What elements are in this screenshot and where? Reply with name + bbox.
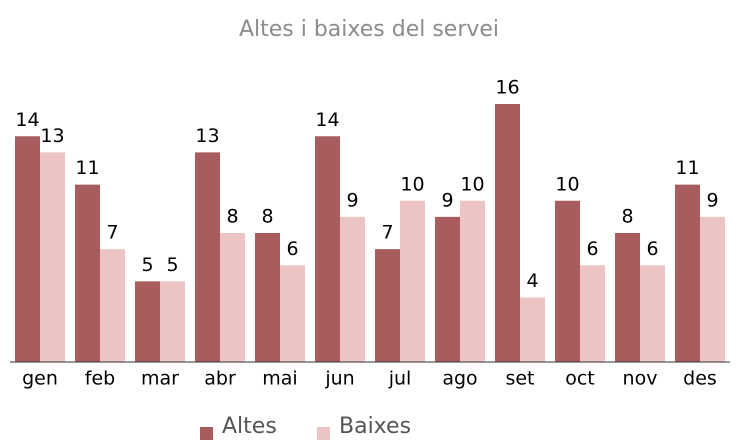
- bar: [160, 281, 185, 362]
- bar: [435, 216, 460, 362]
- bar: [100, 249, 125, 362]
- bar: [520, 297, 545, 362]
- data-label: 8: [261, 206, 273, 228]
- x-tick-label: gen: [22, 368, 58, 390]
- chart-title: Altes i baixes del servei: [239, 17, 499, 42]
- data-label: 8: [621, 206, 633, 228]
- data-label: 4: [526, 270, 538, 292]
- legend-label: Altes: [222, 414, 277, 439]
- x-tick-label: jul: [388, 368, 412, 390]
- x-tick-label: oct: [565, 368, 595, 390]
- bar: [700, 216, 725, 362]
- data-label: 5: [166, 254, 178, 276]
- data-label: 9: [346, 189, 358, 211]
- legend-label: Baixes: [339, 414, 411, 439]
- bar: [255, 233, 280, 362]
- data-label: 14: [315, 109, 339, 131]
- data-label: 6: [586, 238, 598, 260]
- bar: [615, 233, 640, 362]
- data-label: 10: [460, 173, 484, 195]
- data-label: 9: [706, 189, 718, 211]
- bar: [15, 136, 40, 362]
- bar: [195, 152, 220, 362]
- bar: [675, 184, 700, 362]
- bar: [75, 184, 100, 362]
- x-tick-label: nov: [623, 368, 658, 390]
- bar: [555, 200, 580, 362]
- bar: [315, 136, 340, 362]
- data-label: 13: [195, 125, 219, 147]
- legend-swatch: [317, 427, 330, 440]
- bar: [400, 200, 425, 362]
- x-tick-label: mar: [141, 368, 179, 390]
- bar: [495, 104, 520, 362]
- x-tick-label: ago: [442, 368, 477, 390]
- x-tick-label: set: [505, 368, 534, 390]
- data-label: 16: [495, 77, 519, 99]
- bar: [220, 233, 245, 362]
- x-tick-label: mai: [262, 368, 297, 390]
- data-label: 14: [15, 109, 39, 131]
- bar: [460, 200, 485, 362]
- data-label: 13: [40, 125, 64, 147]
- data-label: 7: [106, 222, 118, 244]
- legend-swatch: [200, 427, 213, 440]
- bar: [40, 152, 65, 362]
- bar: [135, 281, 160, 362]
- bar: [580, 265, 605, 362]
- x-tick-label: feb: [85, 368, 115, 390]
- data-label: 11: [675, 157, 699, 179]
- data-label: 11: [75, 157, 99, 179]
- data-label: 6: [646, 238, 658, 260]
- data-label: 10: [555, 173, 579, 195]
- x-tick-label: des: [683, 368, 717, 390]
- data-label: 7: [381, 222, 393, 244]
- data-label: 5: [141, 254, 153, 276]
- data-label: 8: [226, 206, 238, 228]
- data-label: 9: [441, 189, 453, 211]
- data-label: 6: [286, 238, 298, 260]
- bar: [280, 265, 305, 362]
- x-tick-label: jun: [324, 368, 354, 390]
- bar: [640, 265, 665, 362]
- data-label: 10: [400, 173, 424, 195]
- bar: [340, 216, 365, 362]
- x-tick-label: abr: [204, 368, 236, 390]
- bar: [375, 249, 400, 362]
